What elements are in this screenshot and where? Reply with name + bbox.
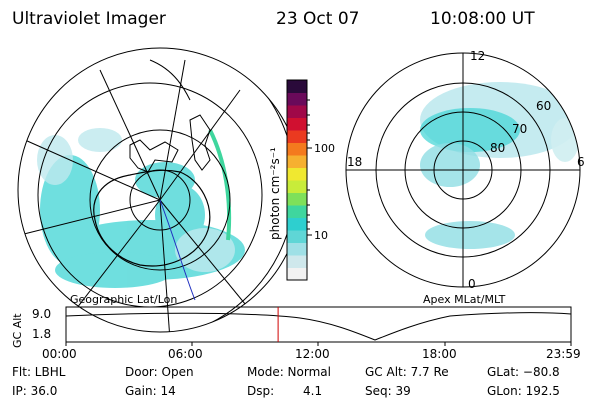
- colorbar-unit-label: photon cm⁻²s⁻¹: [268, 147, 282, 240]
- right-panel-caption: Apex MLat/MLT: [423, 293, 506, 306]
- mlt-label-18: 18: [347, 155, 362, 169]
- colorbar-swatch: [287, 192, 307, 206]
- colorbar: 100 10 photon cm⁻²s⁻¹: [268, 79, 335, 281]
- aurora-arc: [208, 129, 232, 241]
- longitude-grid: [19, 59, 251, 332]
- colorbar-swatch: [287, 242, 307, 256]
- colorbar-swatch: [287, 155, 307, 168]
- timeline-xtick-0000: 00:00: [42, 347, 77, 361]
- left-panel-caption: Geographic Lat/Lon: [70, 293, 178, 306]
- colorbar-swatch: [287, 255, 307, 268]
- glon-readout: GLon: 192.5: [487, 384, 560, 398]
- gain-readout: Gain: 14: [125, 384, 176, 398]
- door-readout: Door: Open: [125, 365, 194, 379]
- colorbar-swatch: [287, 92, 307, 106]
- mlat-label-70: 70: [512, 122, 527, 136]
- mode-readout: Mode: Normal: [247, 365, 331, 379]
- gc-alt-readout: GC Alt: 7.7 Re: [365, 365, 449, 379]
- time-label: 10:08:00 UT: [430, 9, 535, 29]
- timeline-xtick-1200: 12:00: [295, 347, 330, 361]
- mlt-label-0: 0: [468, 277, 476, 291]
- timeline-xtick-2359: 23:59: [546, 347, 581, 361]
- altitude-timeline: GC Alt 9.0 1.8 00:00 06:00 12:00 18:00 2…: [11, 306, 581, 361]
- colorbar-tick-10: 10: [314, 229, 328, 242]
- timeline-ytick-low: 1.8: [32, 327, 51, 341]
- date-label: 23 Oct 07: [276, 9, 360, 29]
- colorbar-swatch: [287, 205, 307, 218]
- instrument-title: Ultraviolet Imager: [12, 9, 166, 29]
- mlt-axes: [346, 53, 580, 287]
- terminator-line: [159, 199, 196, 301]
- coastline: [93, 114, 211, 267]
- mlt-label-6: 6: [577, 155, 585, 169]
- filter-readout: Flt: LBHL: [12, 365, 66, 379]
- colorbar-swatch: [287, 80, 307, 93]
- timeline-xtick-1800: 18:00: [422, 347, 457, 361]
- ip-readout: IP: 36.0: [12, 384, 58, 398]
- timeline-xtick-0600: 06:00: [168, 347, 203, 361]
- colorbar-swatch: [287, 105, 307, 118]
- colorbar-swatch: [287, 117, 307, 131]
- altitude-curve: [65, 312, 572, 341]
- colorbar-swatch: [287, 130, 307, 143]
- colorbar-swatch: [287, 142, 307, 156]
- glat-readout: GLat: −80.8: [487, 365, 560, 379]
- mlat-label-80: 80: [490, 141, 505, 155]
- colorbar-swatch: [287, 230, 307, 243]
- colorbar-swatch: [287, 267, 307, 281]
- timeline-ytick-high: 9.0: [32, 307, 51, 321]
- dsp-value: 4.1: [303, 384, 323, 398]
- dsp-label: Dsp:: [247, 384, 275, 398]
- mlat-mlt-plot: 12 6 0 18 60 70 80: [345, 49, 585, 291]
- mlt-label-12: 12: [470, 49, 485, 63]
- mlat-label-60: 60: [536, 99, 551, 113]
- colorbar-swatch: [287, 167, 307, 181]
- timeline-ylabel: GC Alt: [11, 313, 24, 348]
- colorbar-swatch: [287, 180, 307, 193]
- seq-readout: Seq: 39: [365, 384, 411, 398]
- colorbar-tick-100: 100: [314, 142, 335, 155]
- colorbar-swatch: [287, 217, 307, 231]
- aurora-emission-right: [420, 82, 580, 249]
